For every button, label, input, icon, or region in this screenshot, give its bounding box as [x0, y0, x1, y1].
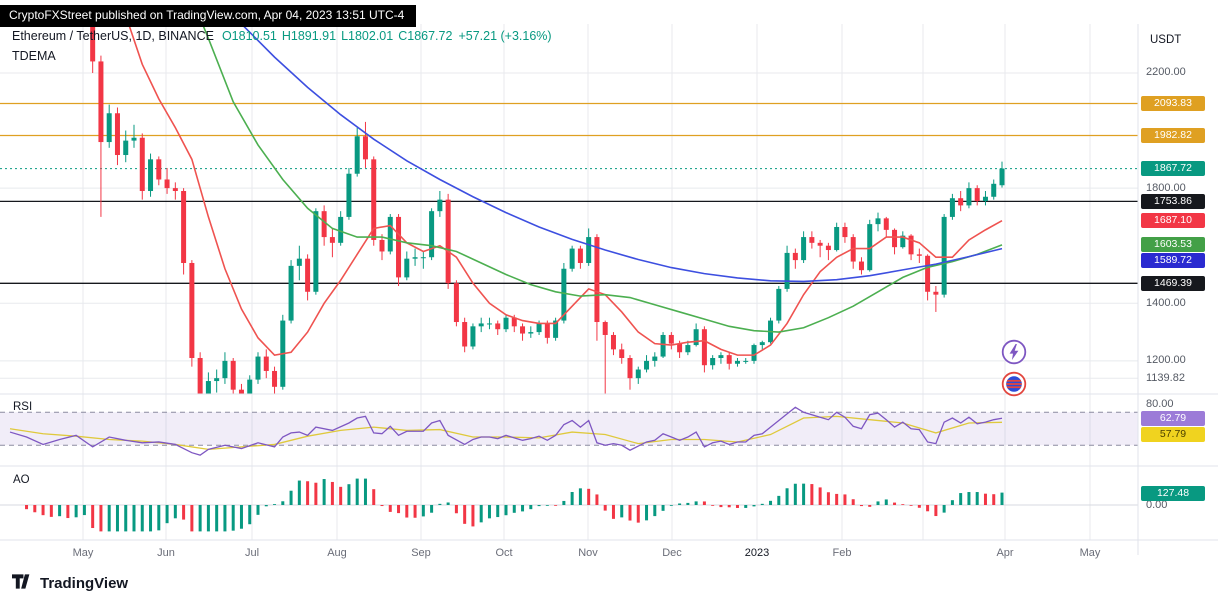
rsi-line[interactable]	[9, 406, 1003, 456]
footer-brand: TradingView	[12, 574, 128, 593]
ma-line-tdema-slow-blue[interactable]	[175, 0, 1003, 283]
time-axis-label: Apr	[996, 547, 1013, 559]
price-axis-currency-label: USDT	[1150, 34, 1182, 46]
rsi-pane[interactable]	[0, 406, 1138, 456]
ohlc-value-o: O1810.51	[221, 29, 277, 43]
ao-histogram[interactable]	[0, 478, 1138, 532]
candlestick-series[interactable]	[8, 0, 1005, 453]
watermark-icons	[1001, 339, 1027, 402]
fxstreet-globe-icon	[1001, 371, 1027, 402]
ohlc-value-h: H1891.91	[281, 29, 337, 43]
ohlc-values: O1810.51 H1891.91 L1802.01 C1867.72	[217, 29, 453, 43]
grid	[0, 24, 1138, 540]
time-axis-label: Dec	[662, 547, 682, 559]
time-axis-label: 2023	[745, 547, 769, 559]
time-axis-label: Jul	[245, 547, 259, 559]
time-axis-label: Sep	[411, 547, 431, 559]
time-axis-label: Aug	[327, 547, 347, 559]
ma-line-tdema-fast-red[interactable]	[10, 0, 1003, 356]
tradingview-brand-text[interactable]: TradingView	[40, 575, 129, 592]
symbol-title[interactable]: Ethereum / TetherUS, 1D, BINANCE	[12, 29, 214, 43]
time-axis-label: Nov	[578, 547, 598, 559]
ma-line-tdema-mid-green[interactable]	[76, 0, 1003, 333]
change-value: +57.21 (+3.16%)	[458, 29, 552, 43]
tradingview-logo-icon[interactable]	[12, 574, 33, 593]
time-axis-label: Feb	[833, 547, 852, 559]
ohlc-value-l: L1802.01	[341, 29, 394, 43]
time-axis-label: Oct	[495, 547, 512, 559]
ao-pane-label[interactable]: AO	[13, 474, 30, 486]
time-axis-label: May	[73, 547, 94, 559]
symbol-legend: Ethereum / TetherUS, 1D, BINANCE O1810.51…	[12, 29, 552, 43]
rsi-pane-label[interactable]: RSI	[13, 401, 33, 413]
time-axis-label: Jun	[157, 547, 175, 559]
fxstreet-lightning-icon	[1001, 339, 1027, 370]
indicator-label-tdema[interactable]: TDEMA	[12, 49, 56, 63]
ohlc-value-c: C1867.72	[398, 29, 453, 43]
chart-canvas[interactable]: May Jun Jul Aug Sep Oct Nov Dec 2023 Feb Apr May	[0, 0, 1218, 570]
attribution-bar: CryptoFXStreet published on TradingView.…	[0, 5, 417, 27]
time-axis-label: May	[1080, 547, 1101, 559]
